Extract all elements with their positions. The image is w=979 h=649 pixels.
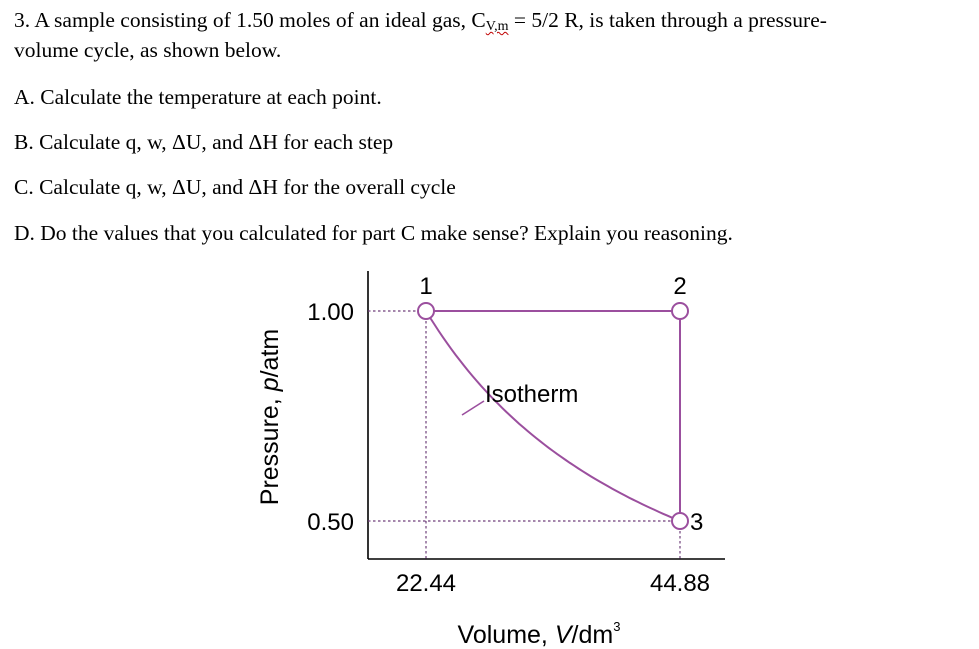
state-points (417, 302, 689, 530)
cv-subscript-group: V,m (485, 8, 509, 34)
problem-line-1-end: = 5/2 R, is taken through a pressure- (508, 8, 827, 32)
point-label-3: 3 (690, 509, 703, 536)
part-c: C. Calculate q, w, ΔU, and ΔH for the ov… (14, 175, 456, 199)
y-axis-label-unit: /atm (256, 329, 284, 378)
cv-subscript: V,m (485, 19, 509, 34)
isotherm-label: Isotherm (485, 381, 578, 408)
y-axis-label: Pressure, p/atm (256, 329, 284, 505)
y-axis-label-main: Pressure, (256, 391, 284, 505)
y-tick-label: 0.50 (307, 509, 354, 536)
x-axis-label-exp: 3 (613, 619, 620, 634)
y-axis-label-var: p (256, 377, 284, 392)
problem-line-1-text: 3. A sample consisting of 1.50 moles of … (14, 8, 486, 32)
isotherm-leader-line (461, 400, 485, 416)
point-label-1: 1 (419, 273, 432, 300)
x-axis-label-var: V (555, 621, 574, 649)
y-tick-label: 1.00 (307, 299, 354, 326)
x-axis-label-unit: /dm (572, 621, 614, 649)
guide-lines (368, 310, 681, 559)
problem-line-2: volume cycle, as shown below. (14, 38, 282, 62)
state-point-1 (417, 302, 435, 320)
state-point-2 (671, 302, 689, 320)
cycle-paths (425, 310, 681, 522)
problem-line-1: 3. A sample consisting of 1.50 moles of … (14, 8, 827, 34)
part-a: A. Calculate the temperature at each poi… (14, 85, 382, 109)
x-tick-label: 44.88 (650, 570, 710, 597)
x-axis-label-main: Volume, (458, 621, 555, 649)
path-isotherm-3-to-1 (425, 310, 681, 522)
x-tick-label: 22.44 (396, 570, 456, 597)
part-d: D. Do the values that you calculated for… (14, 221, 733, 245)
x-axis-label: Volume, V/dm3 (458, 619, 621, 649)
point-label-2: 2 (673, 273, 686, 300)
state-point-3 (671, 512, 689, 530)
part-b: B. Calculate q, w, ΔU, and ΔH for each s… (14, 130, 394, 154)
